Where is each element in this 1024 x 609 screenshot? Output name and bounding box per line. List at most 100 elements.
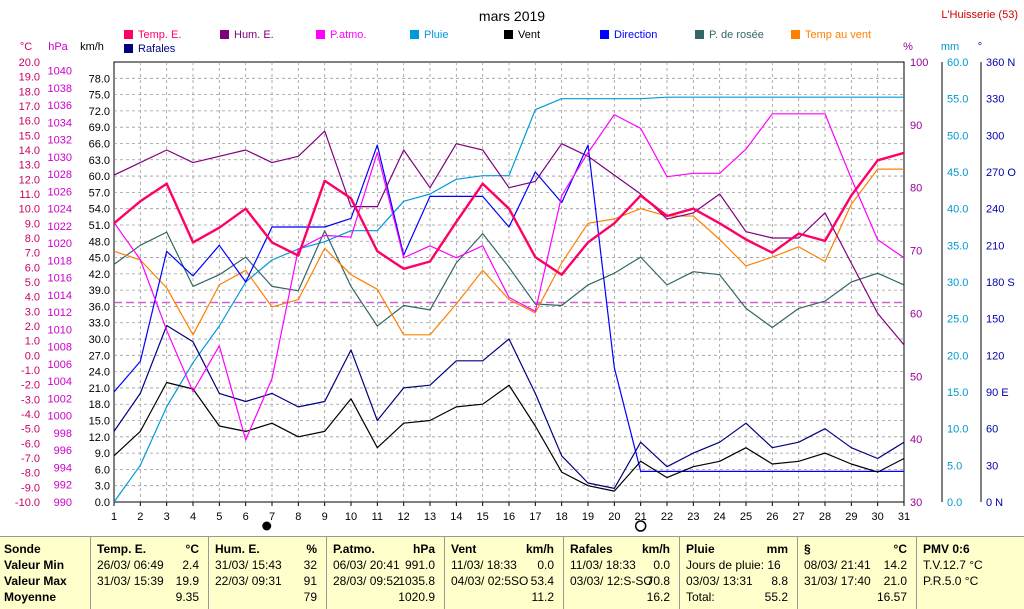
series-hum-e-line — [113, 130, 905, 346]
temp-axis-tick-label: -4.0 — [21, 409, 40, 421]
chart-title: mars 2019 — [479, 8, 545, 24]
wind-axis-tick-label: 75.0 — [89, 90, 110, 102]
summary-row-label: Valeur Max — [4, 574, 67, 588]
summary-row: 16.57 — [804, 589, 907, 605]
humidity-axis-tick-label: 60 — [910, 308, 922, 320]
rain-axis-tick-label: 10.0 — [947, 424, 968, 436]
wind-axis-tick-label: 72.0 — [89, 106, 110, 118]
x-tick-label: 30 — [872, 511, 884, 523]
pressure-axis-tick-label: 990 — [54, 497, 72, 509]
summary-section-title: Vent — [451, 542, 477, 556]
temp-axis-tick-label: -1.0 — [21, 365, 40, 377]
x-tick-label: 1 — [111, 511, 117, 523]
summary-section: Pluie mm Jours de pluie: 16 03/03/ 13:31 8.8… — [682, 541, 794, 607]
x-tick-label: 18 — [556, 511, 568, 523]
summary-divider — [444, 537, 445, 609]
series-vent-line — [113, 381, 905, 492]
summary-cell-value: 2.4 — [182, 558, 199, 572]
summary-row: 26/03/ 06:49 2.4 — [97, 557, 199, 573]
summary-row: 11/03/ 18:33 0.0 — [570, 557, 670, 573]
rain-axis-tick-label: 35.0 — [947, 240, 968, 252]
pressure-axis-tick-label: 1002 — [48, 393, 72, 405]
series-rafales-line — [113, 324, 905, 489]
wind-axis-label: km/h — [80, 41, 104, 53]
temp-axis-tick-label: -5.0 — [21, 424, 40, 436]
summary-row: 16.2 — [570, 589, 670, 605]
summary-section-unit: km/h — [641, 542, 670, 556]
legend-swatch — [695, 30, 704, 39]
pressure-axis-tick-label: 1010 — [48, 324, 72, 336]
humidity-axis-tick-label: 100 — [910, 57, 928, 69]
summary-cell-value: 19.9 — [175, 574, 199, 588]
new-moon-icon — [262, 521, 272, 531]
temp-axis-label: °C — [20, 41, 32, 53]
wind-axis-tick-label: 15.0 — [89, 416, 110, 428]
direction-axis-tick-label: 330 — [986, 94, 1004, 106]
summary-cell-value: 8.8 — [771, 574, 788, 588]
temp-axis-tick-label: 3.0 — [25, 306, 40, 318]
summary-section-unit: % — [306, 542, 317, 556]
legend-label: Temp. E. — [138, 29, 181, 41]
x-tick-label: 25 — [740, 511, 752, 523]
summary-row: 79 — [215, 589, 317, 605]
summary-cell-text: 11/03/ 18:33 — [451, 558, 517, 572]
rain-axis-tick-label: 0.0 — [947, 497, 962, 509]
pressure-axis-tick-label: 1034 — [48, 117, 72, 129]
x-tick-label: 10 — [345, 511, 357, 523]
summary-section: Hum. E.% 31/03/ 15:43 32 22/03/ 09:31 91 79 — [211, 541, 323, 607]
temp-axis-tick-label: 9.0 — [25, 218, 40, 230]
summary-section: PMV 0:6 T.V.12.7 °C P.R.5.0 °C — [919, 541, 1021, 607]
summary-divider — [797, 537, 798, 609]
wind-axis-tick-label: 66.0 — [89, 138, 110, 150]
weather-chart: 1 2 3 4 5 6 7 8 9 10 11 12 13 14 15 16 17 18 19 20 21 22 23 24 2… — [15, 8, 1018, 532]
pressure-axis-tick-label: 1012 — [48, 307, 72, 319]
summary-divider — [208, 537, 209, 609]
summary-row: 9.35 — [97, 589, 199, 605]
pressure-axis-tick-label: 1006 — [48, 359, 72, 371]
x-tick-label: 23 — [687, 511, 699, 523]
rain-axis-tick-label: 25.0 — [947, 314, 968, 326]
temp-axis-tick-label: 5.0 — [25, 277, 40, 289]
pressure-axis-tick-label: 1026 — [48, 186, 72, 198]
summary-row: Total: 55.2 — [686, 589, 788, 605]
x-tick-label: 6 — [243, 511, 249, 523]
axes: 1 2 3 4 5 6 7 8 9 10 11 12 13 14 15 16 17 18 19 20 21 22 23 24 2… — [15, 41, 1016, 532]
humidity-axis-label: % — [903, 41, 913, 53]
temp-axis-tick-label: -3.0 — [21, 394, 40, 406]
x-tick-label: 13 — [424, 511, 436, 523]
temp-axis-tick-label: 8.0 — [25, 233, 40, 245]
summary-cell-value: 53.4 — [530, 574, 554, 588]
pressure-axis-tick-label: 1020 — [48, 238, 72, 250]
summary-cell-text: 22/03/ 09:31 — [215, 574, 282, 588]
legend-swatch — [124, 30, 133, 39]
x-tick-label: 29 — [845, 511, 857, 523]
station-name: L'Huisserie (53) — [941, 9, 1018, 21]
wind-axis-tick-label: 18.0 — [89, 399, 110, 411]
humidity-axis-tick-label: 70 — [910, 246, 922, 258]
wind-axis-tick-label: 60.0 — [89, 171, 110, 183]
summary-section-title: P.atmo. — [333, 542, 375, 556]
direction-axis-tick-label: 360 N — [986, 57, 1015, 69]
series-p-atmo-line — [113, 113, 905, 441]
summary-section: Rafales km/h 11/03/ 18:33 0.0 03/03/ 12:S-SO… — [566, 541, 676, 607]
temp-axis-tick-label: 13.0 — [19, 160, 40, 172]
summary-cell-text: 03/03/ 13:31 — [686, 574, 753, 588]
summary-cell-text: Jours de pluie: 16 — [686, 558, 781, 572]
summary-cell-text: 31/03/ 17:40 — [804, 574, 871, 588]
summary-divider — [916, 537, 917, 609]
summary-section-title: Hum. E. — [215, 542, 260, 556]
legend-label: Rafales — [138, 43, 176, 55]
summary-row: 28/03/ 09:52 1035.8 — [333, 573, 435, 589]
summary-cell-text: 06/03/ 20:41 — [333, 558, 400, 572]
rain-axis-tick-label: 45.0 — [947, 167, 968, 179]
x-tick-label: 2 — [137, 511, 143, 523]
summary-row: 31/03/ 15:43 32 — [215, 557, 317, 573]
temp-axis-tick-label: 16.0 — [19, 116, 40, 128]
x-tick-label: 3 — [164, 511, 170, 523]
legend-swatch — [504, 30, 513, 39]
wind-axis-tick-label: 24.0 — [89, 367, 110, 379]
summary-divider — [90, 537, 91, 609]
summary-cell-text: Total: — [686, 590, 715, 604]
summary-row-label: Moyenne — [4, 590, 57, 604]
summary-cell-value: 79 — [303, 590, 317, 604]
